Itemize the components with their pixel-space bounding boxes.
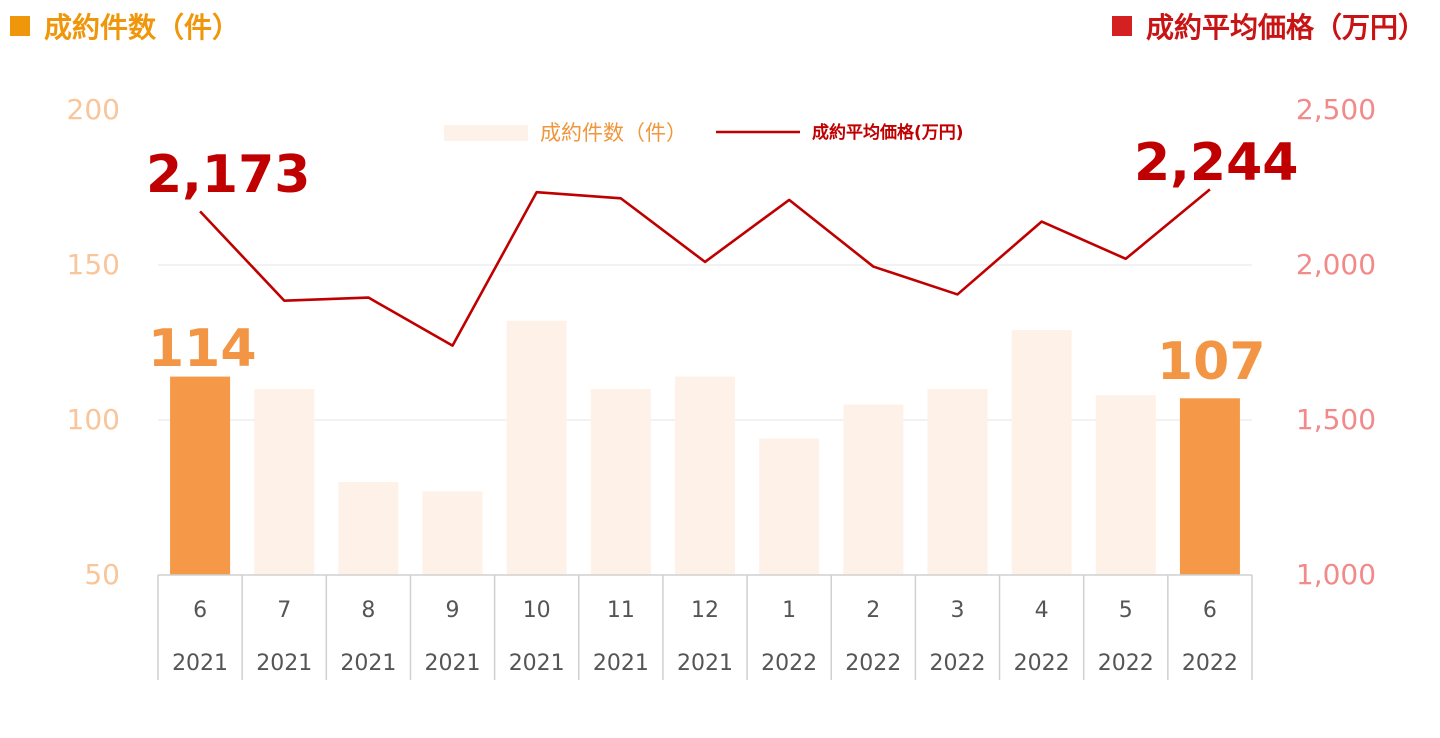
bar-10 bbox=[1011, 330, 1072, 575]
bar-11 bbox=[1095, 395, 1156, 575]
x-label-year-3: 2021 bbox=[425, 651, 481, 676]
x-label-month-2: 8 bbox=[361, 598, 375, 623]
legend-bar-swatch bbox=[444, 125, 528, 141]
left-tick-2: 100 bbox=[67, 403, 120, 436]
x-label-year-4: 2021 bbox=[509, 651, 565, 676]
left-tick-0: 200 bbox=[67, 93, 120, 126]
x-label-month-0: 6 bbox=[193, 598, 207, 623]
x-label-month-6: 12 bbox=[691, 598, 719, 623]
bar-6 bbox=[675, 376, 735, 575]
bar-8 bbox=[843, 404, 904, 575]
line-series bbox=[199, 188, 1211, 347]
x-label-month-4: 10 bbox=[523, 598, 551, 623]
right-axis-title-text: 成約平均価格（万円） bbox=[1145, 11, 1426, 44]
bar-9 bbox=[927, 389, 988, 575]
x-label-year-9: 2022 bbox=[929, 651, 985, 676]
right-axis-title: 成約平均価格（万円） bbox=[1111, 6, 1426, 46]
count-label-last: 107 bbox=[1157, 332, 1266, 392]
price-label-first: 2,173 bbox=[146, 145, 310, 205]
left-tick-3: 50 bbox=[84, 558, 120, 591]
bar-0 bbox=[170, 376, 231, 575]
x-label-year-10: 2022 bbox=[1014, 651, 1070, 676]
x-label-year-0: 2021 bbox=[172, 651, 228, 676]
count-label-first: 114 bbox=[148, 319, 257, 379]
x-label-year-5: 2021 bbox=[593, 651, 649, 676]
left-axis-ticks: 200 150 100 50 bbox=[67, 93, 120, 591]
right-tick-2: 1,500 bbox=[1296, 403, 1376, 436]
bar-2 bbox=[338, 482, 399, 575]
x-label-year-7: 2022 bbox=[761, 651, 817, 676]
bar-1 bbox=[254, 389, 315, 575]
x-label-year-8: 2022 bbox=[845, 651, 901, 676]
x-label-year-11: 2022 bbox=[1098, 651, 1154, 676]
right-tick-0: 2,500 bbox=[1296, 93, 1376, 126]
x-label-month-5: 11 bbox=[607, 598, 635, 623]
x-label-year-1: 2021 bbox=[256, 651, 312, 676]
bar-5 bbox=[590, 389, 651, 575]
left-axis-title-text: 成約件数（件） bbox=[44, 11, 241, 44]
legend-bar-label: 成約件数（件） bbox=[540, 121, 687, 145]
x-axis-table: 6202172021820219202110202111202112202112… bbox=[157, 574, 1253, 680]
bar-series bbox=[170, 320, 1240, 575]
x-label-year-12: 2022 bbox=[1182, 651, 1238, 676]
right-tick-1: 2,000 bbox=[1296, 248, 1376, 281]
red-square-icon bbox=[1111, 16, 1132, 36]
legend-line-label: 成約平均価格(万円) bbox=[812, 122, 964, 143]
bar-3 bbox=[422, 491, 483, 575]
bar-4 bbox=[506, 320, 567, 575]
data-labels: 2,173 2,244 114 107 bbox=[146, 133, 1298, 392]
x-label-month-10: 4 bbox=[1035, 598, 1049, 623]
left-tick-1: 150 bbox=[67, 248, 120, 281]
x-label-month-8: 2 bbox=[866, 598, 880, 623]
right-axis-ticks: 2,500 2,000 1,500 1,000 bbox=[1296, 93, 1376, 591]
x-label-month-1: 7 bbox=[277, 598, 291, 623]
x-label-year-6: 2021 bbox=[677, 651, 733, 676]
price-label-last: 2,244 bbox=[1134, 133, 1298, 193]
x-label-month-3: 9 bbox=[446, 598, 460, 623]
x-label-month-11: 5 bbox=[1119, 598, 1133, 623]
orange-square-icon bbox=[10, 16, 30, 36]
legend: 成約件数（件） 成約平均価格(万円) bbox=[444, 121, 964, 145]
x-label-month-12: 6 bbox=[1203, 598, 1217, 623]
bar-7 bbox=[759, 438, 820, 575]
x-label-year-2: 2021 bbox=[340, 651, 396, 676]
left-axis-title: 成約件数（件） bbox=[10, 6, 240, 46]
x-label-month-7: 1 bbox=[782, 598, 796, 623]
right-tick-3: 1,000 bbox=[1296, 558, 1376, 591]
price-line bbox=[199, 188, 1211, 347]
x-label-month-9: 3 bbox=[950, 598, 964, 623]
bar-12 bbox=[1179, 398, 1240, 575]
